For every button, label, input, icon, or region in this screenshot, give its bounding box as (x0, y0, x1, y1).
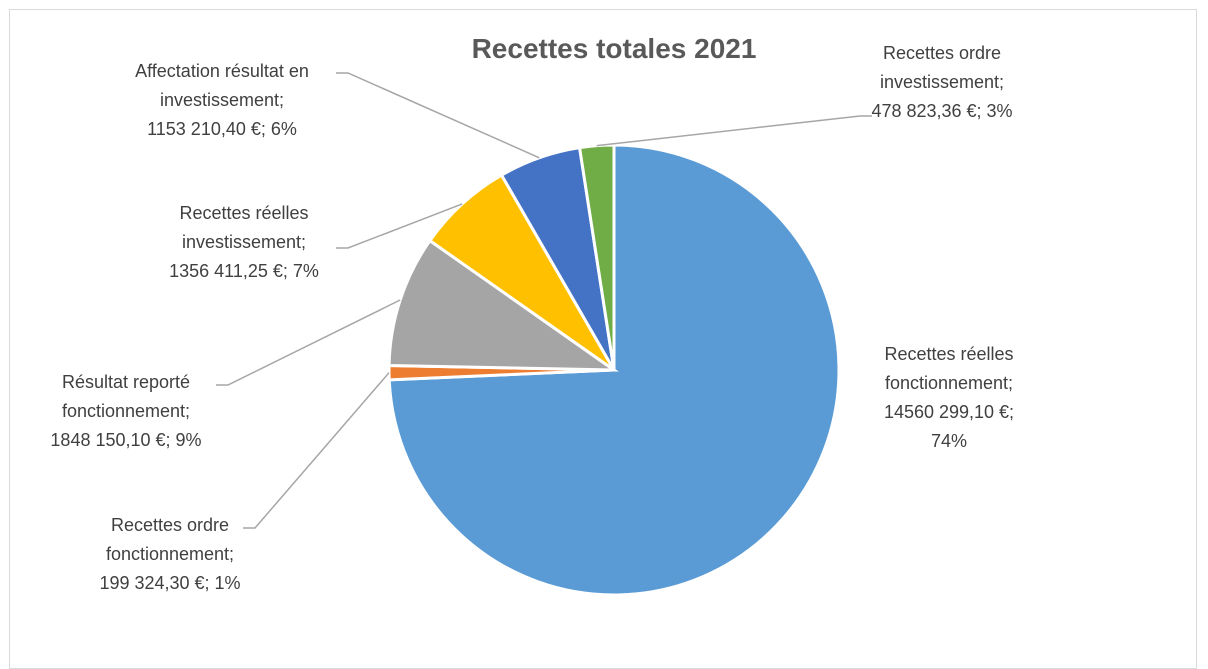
label-line: Recettes ordre (110, 515, 230, 535)
label-line: 1848 150,10 €; 9% (50, 430, 202, 450)
label-line: 478 823,36 €; 3% (871, 101, 1013, 121)
label-line: 199 324,30 €; 1% (99, 573, 241, 593)
data-label-affectation-resultat-investissement: Affectation résultat en investissement; … (104, 57, 340, 144)
label-line: 1153 210,40 €; 6% (147, 119, 297, 139)
data-label-recettes-reelles-investissement: Recettes réelles investissement; 1356 41… (146, 199, 342, 286)
label-line: 14560 299,10 €; (883, 402, 1015, 422)
leader-line (216, 299, 401, 386)
label-line: investissement; (879, 72, 1005, 92)
label-line: fonctionnement; (61, 401, 191, 421)
pie-slice (577, 143, 616, 371)
leader-line (336, 72, 540, 159)
label-line: 74% (930, 431, 968, 451)
label-line: fonctionnement; (884, 373, 1014, 393)
label-line: Recettes ordre (882, 43, 1002, 63)
leader-line (243, 372, 390, 529)
leader-line (336, 203, 463, 249)
data-label-recettes-reelles-fonctionnement: Recettes réelles fonctionnement; 14560 2… (859, 340, 1039, 456)
label-line: investissement; (181, 232, 307, 252)
chart-title: Recettes totales 2021 (471, 33, 757, 64)
label-line: Recettes réelles (179, 203, 309, 223)
label-line: 1356 411,25 €; 7% (169, 261, 319, 281)
data-label-recettes-ordre-investissement: Recettes ordre investissement; 478 823,3… (852, 39, 1032, 126)
data-label-recettes-ordre-fonctionnement: Recettes ordre fonctionnement; 199 324,3… (80, 511, 260, 598)
label-line: Résultat reporté (61, 372, 191, 392)
label-line: investissement; (159, 90, 285, 110)
label-line: Recettes réelles (884, 344, 1014, 364)
label-line: Affectation résultat en (135, 61, 309, 81)
label-line: fonctionnement; (105, 544, 235, 564)
pie-chart (216, 72, 872, 597)
data-label-resultat-reporte-fonctionnement: Résultat reporté fonctionnement; 1848 15… (28, 368, 224, 455)
pie-slice (387, 238, 619, 372)
leader-line (596, 115, 872, 147)
